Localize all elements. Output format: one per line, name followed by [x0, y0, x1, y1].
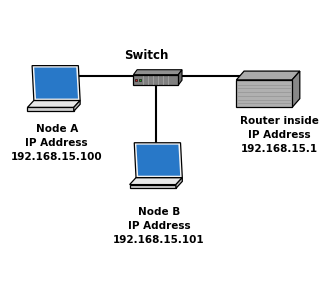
Bar	[139, 79, 141, 81]
Polygon shape	[134, 143, 182, 178]
Text: Node B
IP Address
192.168.15.101: Node B IP Address 192.168.15.101	[113, 207, 205, 244]
Bar	[133, 75, 178, 85]
Polygon shape	[133, 70, 182, 75]
Polygon shape	[32, 66, 80, 101]
Polygon shape	[34, 67, 78, 99]
Polygon shape	[137, 145, 180, 176]
Polygon shape	[292, 71, 300, 107]
Bar	[135, 79, 138, 81]
Polygon shape	[74, 101, 80, 111]
Polygon shape	[236, 71, 300, 80]
Polygon shape	[130, 185, 176, 188]
Polygon shape	[27, 101, 80, 107]
Polygon shape	[130, 178, 182, 185]
Text: Node A
IP Address
192.168.15.100: Node A IP Address 192.168.15.100	[11, 124, 103, 162]
Text: Router inside
IP Address
192.168.15.1: Router inside IP Address 192.168.15.1	[240, 116, 319, 154]
Polygon shape	[176, 178, 182, 188]
Polygon shape	[27, 107, 74, 111]
Polygon shape	[178, 70, 182, 85]
Bar	[236, 80, 292, 107]
Text: Switch: Switch	[124, 49, 169, 62]
